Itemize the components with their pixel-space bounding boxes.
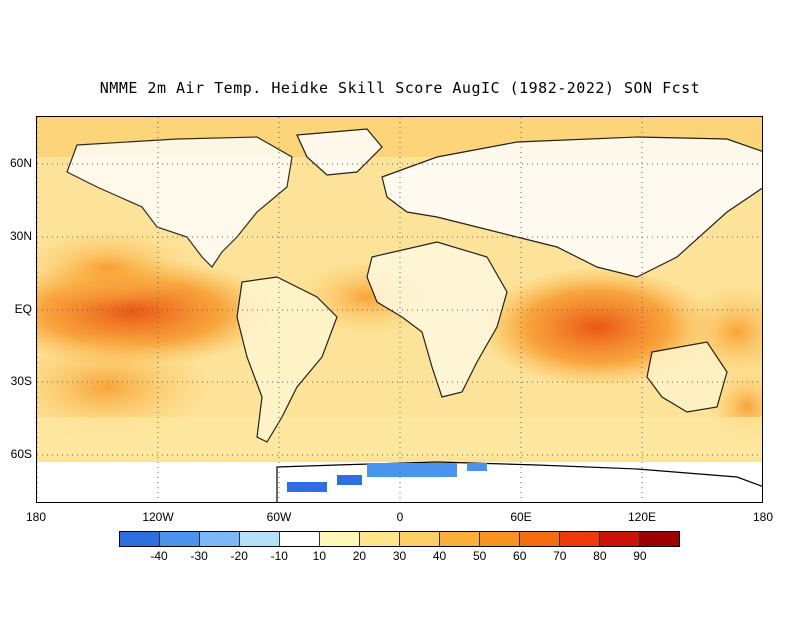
lon-label-60w: 60W xyxy=(266,510,292,524)
legend-color-bin xyxy=(640,532,679,546)
lat-label-30n: 30N xyxy=(9,229,32,243)
lat-label-60n: 60N xyxy=(9,156,32,170)
lon-label-180e: 180 xyxy=(752,510,774,524)
lon-label-60e: 60E xyxy=(510,510,532,524)
legend-tick-label: -10 xyxy=(270,549,288,563)
legend-color-bin xyxy=(480,532,520,546)
legend-tick-label: 80 xyxy=(593,549,607,563)
grid-lines xyxy=(37,117,762,502)
australia xyxy=(646,341,728,413)
legend-color-bin xyxy=(520,532,560,546)
legend-color-bin xyxy=(200,532,240,546)
eurasia xyxy=(381,136,762,278)
legend-tick-label: -40 xyxy=(150,549,168,563)
legend-tick-label: 50 xyxy=(472,549,487,563)
legend-color-bin xyxy=(280,532,320,546)
legend-color-bin xyxy=(320,532,360,546)
lat-label-30s: 30S xyxy=(10,374,32,388)
legend-tick-label: 90 xyxy=(633,549,647,563)
pacific-north-warm xyxy=(37,227,197,307)
legend-tick-label: 30 xyxy=(392,549,407,563)
lon-label-180w: 180 xyxy=(25,510,47,524)
legend-color-bin xyxy=(360,532,400,546)
africa xyxy=(366,241,508,398)
negative-skill-patch xyxy=(337,475,362,485)
lon-label-120e: 120E xyxy=(627,510,657,524)
pacific-south-warm xyxy=(37,332,217,442)
negative-skill-patch xyxy=(467,463,487,471)
legend-tick-label: -30 xyxy=(190,549,208,563)
map-canvas xyxy=(37,117,762,502)
greenland xyxy=(296,128,383,176)
legend-tick-label: 70 xyxy=(553,549,567,563)
lat-label-eq: EQ xyxy=(14,302,32,316)
map-title: NMME 2m Air Temp. Heidke Skill Score Aug… xyxy=(99,79,701,97)
north-america xyxy=(66,136,293,268)
legend-color-bin xyxy=(560,532,600,546)
legend-tick-label: 10 xyxy=(312,549,327,563)
legend-tick-label: 60 xyxy=(513,549,527,563)
legend-tick-label: 40 xyxy=(432,549,447,563)
lon-label-0: 0 xyxy=(396,510,404,524)
legend-tick-label: -20 xyxy=(230,549,248,563)
legend-color-bin xyxy=(120,532,160,546)
legend-color-bin xyxy=(400,532,440,546)
legend-color-bin xyxy=(240,532,280,546)
lon-label-120w: 120W xyxy=(142,510,174,524)
legend-color-bin xyxy=(600,532,640,546)
lat-label-60s: 60S xyxy=(10,447,32,461)
negative-skill-patch xyxy=(367,463,457,477)
legend-color-bin xyxy=(440,532,480,546)
skill-score-map xyxy=(36,116,763,503)
legend-color-bin xyxy=(160,532,200,546)
legend-tick-label: 20 xyxy=(352,549,367,563)
color-legend xyxy=(119,531,680,547)
negative-skill-patch xyxy=(287,482,327,492)
south-america xyxy=(236,276,338,443)
